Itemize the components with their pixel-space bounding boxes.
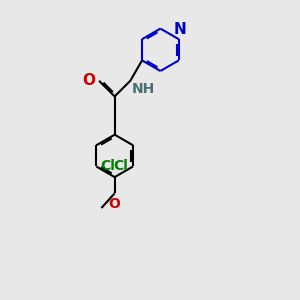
Text: Cl: Cl [101, 160, 116, 173]
Text: O: O [82, 73, 95, 88]
Text: Cl: Cl [114, 160, 129, 173]
Text: N: N [174, 22, 187, 37]
Text: NH: NH [132, 82, 155, 96]
Text: O: O [109, 197, 121, 211]
